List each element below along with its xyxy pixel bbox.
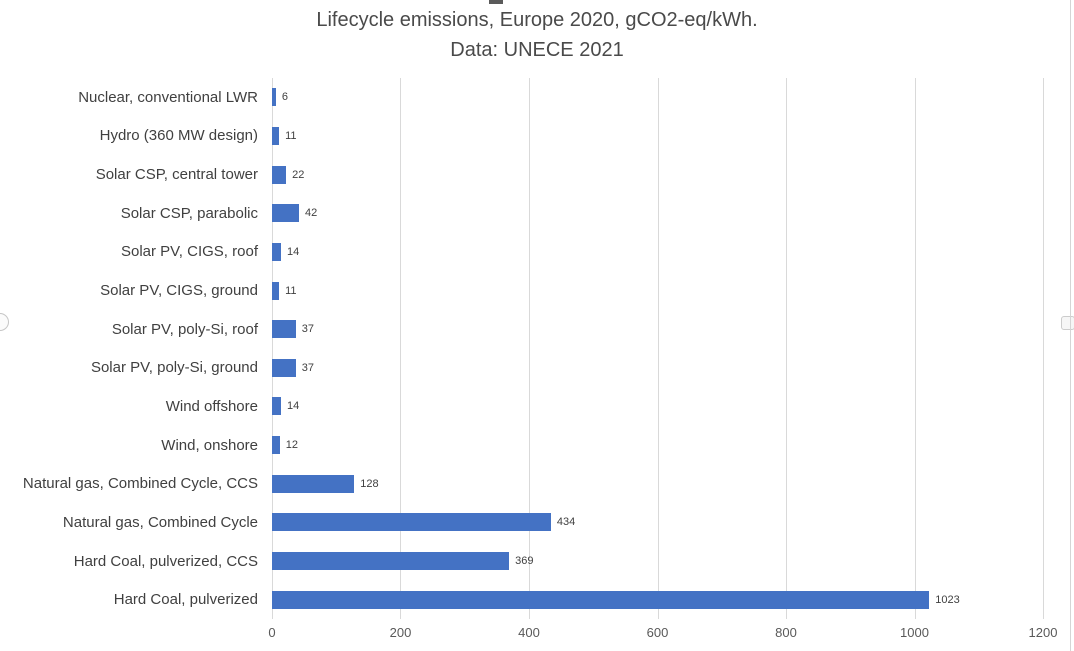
bar	[272, 397, 281, 416]
x-tick-label: 600	[646, 625, 669, 640]
gridline	[400, 78, 402, 619]
bar-data-label: 12	[285, 439, 298, 452]
bar-row: 14	[272, 387, 1043, 426]
bar-row: 22	[272, 155, 1043, 194]
bar	[272, 320, 296, 339]
bar	[272, 590, 930, 609]
bar	[272, 281, 280, 300]
bar-data-label: 37	[301, 361, 315, 374]
bar-data-label: 37	[301, 323, 315, 336]
bar-row: 6	[272, 78, 1043, 117]
gridline	[528, 78, 530, 619]
x-tick-label: 200	[389, 625, 412, 640]
bar-data-label: 6	[281, 91, 288, 104]
bar	[272, 204, 299, 223]
bar	[272, 552, 510, 571]
bar	[272, 126, 280, 145]
bar-data-label: 128	[360, 477, 379, 490]
bar-row: 11	[272, 117, 1043, 156]
plot-area: 6 11 22 42 14 11 37 37 14 12 128 434 369 1023	[272, 78, 1044, 619]
x-tick-label: 1000	[900, 625, 929, 640]
category-label: Solar CSP, parabolic	[120, 204, 258, 222]
bar-row: 128	[272, 464, 1043, 503]
category-label: Wind offshore	[165, 397, 258, 415]
x-tick-label: 0	[268, 625, 276, 640]
bar	[272, 358, 296, 377]
bar	[272, 513, 551, 532]
category-label: Hard Coal, pulverized	[113, 591, 258, 609]
bar-data-label: 11	[285, 284, 297, 297]
bar-data-label: 11	[285, 129, 297, 142]
category-label: Wind, onshore	[161, 436, 258, 454]
gridline	[914, 78, 916, 619]
x-tick-label: 400	[518, 625, 540, 640]
gridline	[272, 78, 273, 619]
bar-series: 6 11 22 42 14 11 37 37 14 12 128 434 369 1023	[272, 78, 1043, 619]
x-axis: 0 200 400 600 800 1000 1200	[268, 625, 1057, 645]
bar-row: 11	[272, 271, 1043, 310]
gridline	[657, 78, 659, 619]
category-label: Nuclear, conventional LWR	[78, 88, 258, 106]
selection-handle-top	[489, 0, 503, 4]
gridline	[1043, 78, 1044, 619]
x-tick-label: 800	[775, 625, 797, 640]
bar-row: 42	[272, 194, 1043, 233]
bar-data-label: 369	[515, 555, 534, 568]
category-label: Solar PV, poly-Si, ground	[90, 359, 258, 377]
bar	[272, 474, 355, 493]
bar-row: 37	[272, 348, 1043, 387]
category-label: Solar PV, poly-Si, roof	[111, 320, 258, 338]
category-label: Solar PV, CIGS, roof	[120, 243, 258, 261]
chart-title-line1: Lifecycle emissions, Europe 2020, gCO2-e…	[316, 9, 758, 31]
category-label: Natural gas, Combined Cycle	[62, 513, 258, 531]
bar-data-label: 22	[292, 168, 305, 181]
bar-data-label: 1023	[935, 593, 960, 606]
selection-handle-right	[1061, 316, 1074, 330]
bar-row: 12	[272, 426, 1043, 465]
bar	[272, 88, 276, 107]
category-label: Hydro (360 MW design)	[99, 127, 258, 145]
bar-row: 1023	[272, 580, 1043, 619]
category-label: Solar PV, CIGS, ground	[100, 282, 258, 300]
category-label: Hard Coal, pulverized, CCS	[73, 552, 258, 570]
bar-data-label: 14	[286, 245, 300, 258]
category-label: Natural gas, Combined Cycle, CCS	[22, 475, 258, 493]
chart-title: Lifecycle emissions, Europe 2020, gCO2-e…	[0, 5, 1074, 65]
gridline	[785, 78, 787, 619]
bar-row: 14	[272, 233, 1043, 272]
bar	[272, 242, 281, 261]
bar-row: 434	[272, 503, 1043, 542]
bar-data-label: 42	[304, 207, 318, 220]
bar	[272, 436, 280, 455]
bar-data-label: 434	[556, 516, 576, 529]
bar	[272, 165, 287, 184]
bar-data-label: 14	[286, 400, 300, 413]
frame-edge	[1070, 0, 1071, 651]
bar-row: 37	[272, 310, 1043, 349]
category-axis: Nuclear, conventional LWR Hydro (360 MW d…	[0, 78, 272, 619]
x-tick-label: 1200	[1028, 625, 1058, 640]
chart-title-line2: Data: UNECE 2021	[450, 39, 624, 61]
category-label: Solar CSP, central tower	[95, 166, 258, 184]
bar-row: 369	[272, 542, 1043, 581]
